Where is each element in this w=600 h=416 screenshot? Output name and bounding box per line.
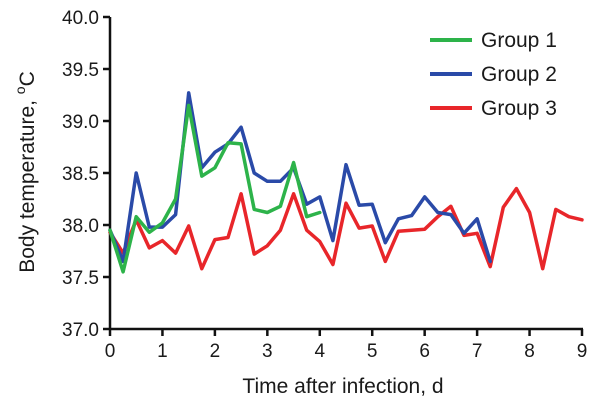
series-lines xyxy=(108,91,584,274)
y-axis-label-main: Body temperature, xyxy=(16,94,39,273)
y-tick-label: 39.5 xyxy=(62,60,99,81)
series-line-group-1 xyxy=(108,103,322,274)
series-line-group-2 xyxy=(108,91,492,264)
legend-label-group-2: Group 2 xyxy=(481,63,557,86)
legend-label-group-1: Group 1 xyxy=(481,29,557,52)
legend: Group 1 Group 2 Group 3 xyxy=(430,29,557,120)
x-tick-label: 5 xyxy=(367,341,378,362)
x-tick-label: 2 xyxy=(210,341,221,362)
y-axis-label: Body temperature, oC xyxy=(12,71,39,273)
x-tick-label: 4 xyxy=(314,341,325,362)
x-tick-label: 0 xyxy=(105,341,116,362)
y-tick-label: 37.5 xyxy=(62,268,99,289)
x-tick-label: 7 xyxy=(472,341,483,362)
x-axis-label: Time after infection, d xyxy=(242,375,443,398)
y-tick-label: 40.0 xyxy=(62,8,99,29)
x-tick-label: 8 xyxy=(524,341,535,362)
y-tick-label: 38.5 xyxy=(62,164,99,185)
y-axis-label-unit: C xyxy=(16,71,39,86)
legend-label-group-3: Group 3 xyxy=(481,97,557,120)
y-tick-label: 39.0 xyxy=(62,112,99,133)
y-tick-label: 38.0 xyxy=(62,216,99,237)
x-tick-label: 6 xyxy=(419,341,430,362)
series-line-group-3 xyxy=(108,186,584,271)
x-tick-label: 1 xyxy=(157,341,168,362)
x-tick-label: 9 xyxy=(577,341,588,362)
y-tick-label: 37.0 xyxy=(62,320,99,341)
x-tick-label: 3 xyxy=(262,341,273,362)
y-axis-label-degree: o xyxy=(12,86,28,94)
ticks: 37.0 37.5 38.0 38.5 39.0 39.5 40.0 0 1 2 3 4 5 6 7 8 9 xyxy=(62,8,587,362)
